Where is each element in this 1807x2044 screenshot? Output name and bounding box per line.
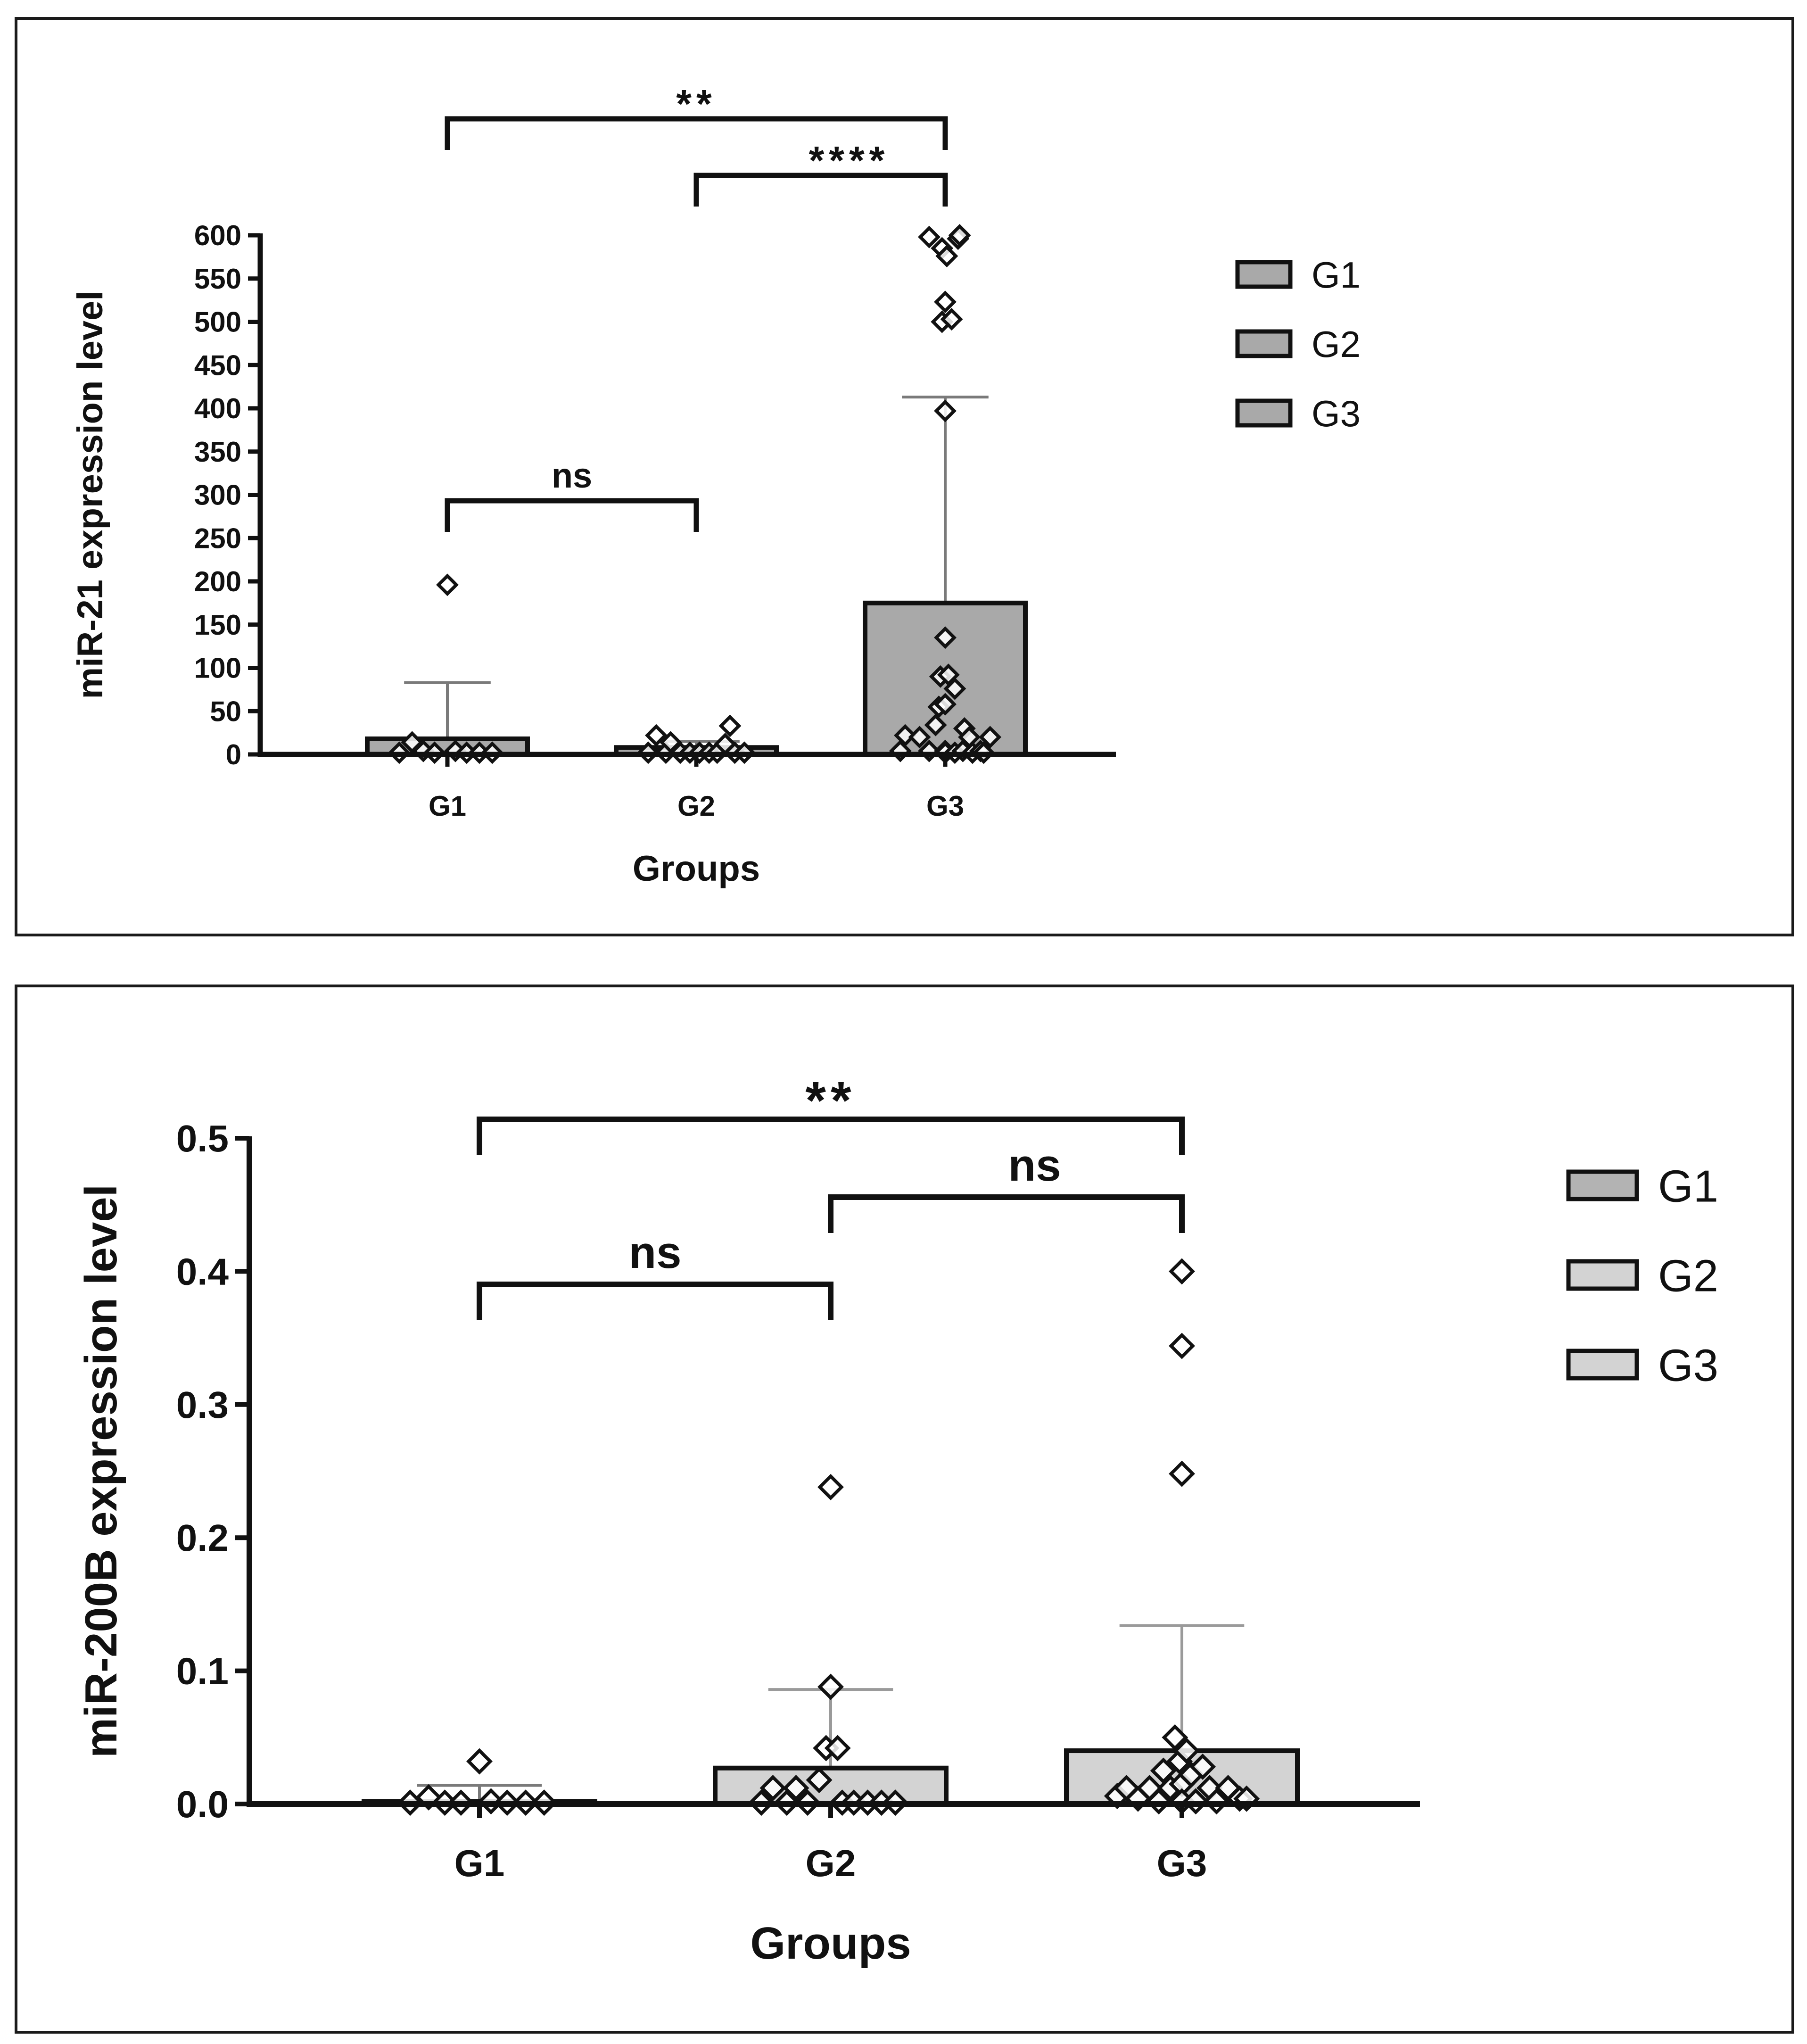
data-point: [645, 724, 668, 747]
legend-label: G1: [1312, 254, 1361, 296]
legend-swatch-g3: [1566, 1349, 1639, 1381]
y-tick-label: 500: [194, 306, 241, 338]
data-point: [934, 626, 957, 649]
y-tick-label: 550: [194, 263, 241, 295]
significance-bracket: [693, 173, 948, 207]
legend-swatch-g2: [1235, 329, 1293, 358]
y-tick-label: 0.3: [176, 1384, 229, 1426]
x-tick-label: G3: [926, 790, 964, 822]
significance-label: ns: [1008, 1140, 1061, 1191]
data-point: [783, 1775, 809, 1802]
mir21-chart: 0 50 100 150 200 250 300 350 400 450 500 550 600 G1 G2…: [70, 82, 1361, 889]
x-tick-label: G2: [677, 790, 715, 822]
x-axis-title: Groups: [633, 849, 760, 889]
y-tick-label: 0.1: [176, 1650, 229, 1692]
data-point: [1150, 1757, 1177, 1784]
legend-label: G1: [1658, 1161, 1718, 1212]
data-point: [824, 1735, 851, 1762]
y-tick-label: 450: [194, 349, 241, 381]
data-point: [894, 724, 916, 747]
y-tick-label: 0.5: [176, 1117, 229, 1159]
data-point: [1169, 1460, 1195, 1487]
y-tick-label: 100: [194, 653, 241, 684]
data-point: [1173, 1738, 1200, 1764]
legend-label: G2: [1312, 323, 1361, 365]
y-tick-label: 600: [194, 220, 241, 251]
data-point: [924, 713, 947, 737]
legend-label: G3: [1312, 393, 1361, 434]
y-tick-label: 50: [210, 695, 241, 727]
significance-label: **: [805, 1071, 856, 1130]
data-point: [934, 693, 957, 716]
y-tick-label: 350: [194, 436, 241, 468]
y-tick-label: 0.0: [176, 1783, 229, 1825]
legend-label: G2: [1658, 1251, 1718, 1301]
data-point: [948, 224, 971, 247]
data-point: [466, 1748, 493, 1775]
legend-swatch-g3: [1235, 398, 1293, 428]
x-tick-label: G1: [454, 1842, 505, 1884]
data-point: [817, 1673, 844, 1700]
data-point: [918, 225, 941, 248]
y-tick-label: 200: [194, 566, 241, 597]
mir200b-chart: 0.0 0.1 0.2 0.3 0.4 0.5 G1 G2 G3 Groups miR-200B e…: [76, 1071, 1718, 1969]
x-tick-label: G1: [429, 790, 466, 822]
y-axis-title: miR-200B expression level: [76, 1184, 126, 1758]
data-point: [937, 663, 960, 687]
data-point: [935, 245, 958, 267]
data-point: [934, 399, 957, 422]
data-point: [1162, 1724, 1188, 1751]
y-tick-label: 150: [194, 609, 241, 641]
significance-label: ****: [809, 138, 890, 182]
data-point: [817, 1473, 844, 1500]
y-tick-label: 400: [194, 393, 241, 424]
data-point: [806, 1767, 833, 1794]
significance-bracket: [477, 1282, 833, 1320]
y-axis-title: miR-21 expression level: [70, 291, 110, 699]
x-axis-title: Groups: [750, 1918, 911, 1969]
data-point: [1169, 1258, 1195, 1285]
legend-swatch-g1: [1566, 1169, 1639, 1201]
data-point: [718, 714, 742, 737]
significance-label: ns: [552, 456, 592, 495]
y-tick-label: 0: [226, 739, 241, 770]
data-point: [908, 726, 931, 749]
data-point: [759, 1775, 786, 1802]
x-tick-label: G3: [1157, 1842, 1207, 1884]
legend-label: G3: [1658, 1341, 1718, 1391]
significance-bracket: [828, 1194, 1185, 1233]
data-point: [943, 677, 966, 700]
mir21-panel: 0 50 100 150 200 250 300 350 400 450 500 550 600 G1 G2…: [15, 17, 1794, 936]
y-tick-label: 250: [194, 522, 241, 554]
x-tick-label: G2: [806, 1842, 856, 1884]
data-point: [1189, 1753, 1216, 1780]
data-point: [436, 573, 459, 596]
y-tick-label: 0.4: [176, 1250, 229, 1292]
data-point: [934, 290, 957, 314]
significance-bracket: [445, 116, 948, 150]
data-point: [979, 726, 1002, 749]
data-point: [1169, 1332, 1195, 1359]
significance-label: **: [676, 82, 716, 126]
legend-swatch-g1: [1235, 260, 1293, 289]
legend-swatch-g2: [1566, 1259, 1639, 1291]
significance-bracket: [445, 498, 699, 532]
significance-bracket: [477, 1117, 1185, 1155]
significance-label: ns: [628, 1227, 681, 1278]
mir200b-panel: 0.0 0.1 0.2 0.3 0.4 0.5 G1 G2 G3 Groups miR-200B e…: [15, 985, 1794, 2034]
bar-g2: [713, 1765, 949, 1806]
data-point: [940, 308, 963, 331]
y-tick-label: 300: [194, 480, 241, 511]
y-tick-label: 0.2: [176, 1517, 229, 1559]
